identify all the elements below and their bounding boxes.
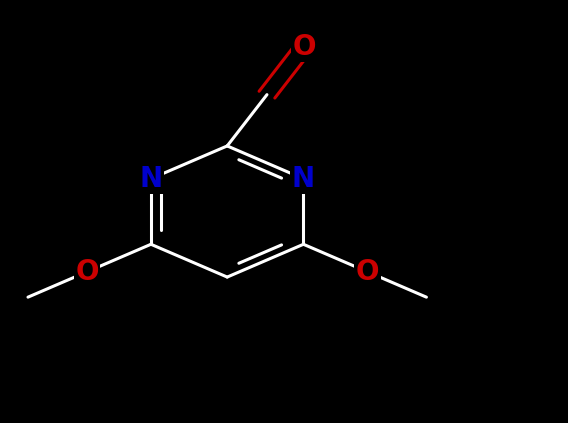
Text: O: O <box>292 33 316 61</box>
Text: N: N <box>292 165 315 193</box>
Text: O: O <box>75 258 99 286</box>
Text: O: O <box>356 258 379 286</box>
Text: N: N <box>139 165 162 193</box>
